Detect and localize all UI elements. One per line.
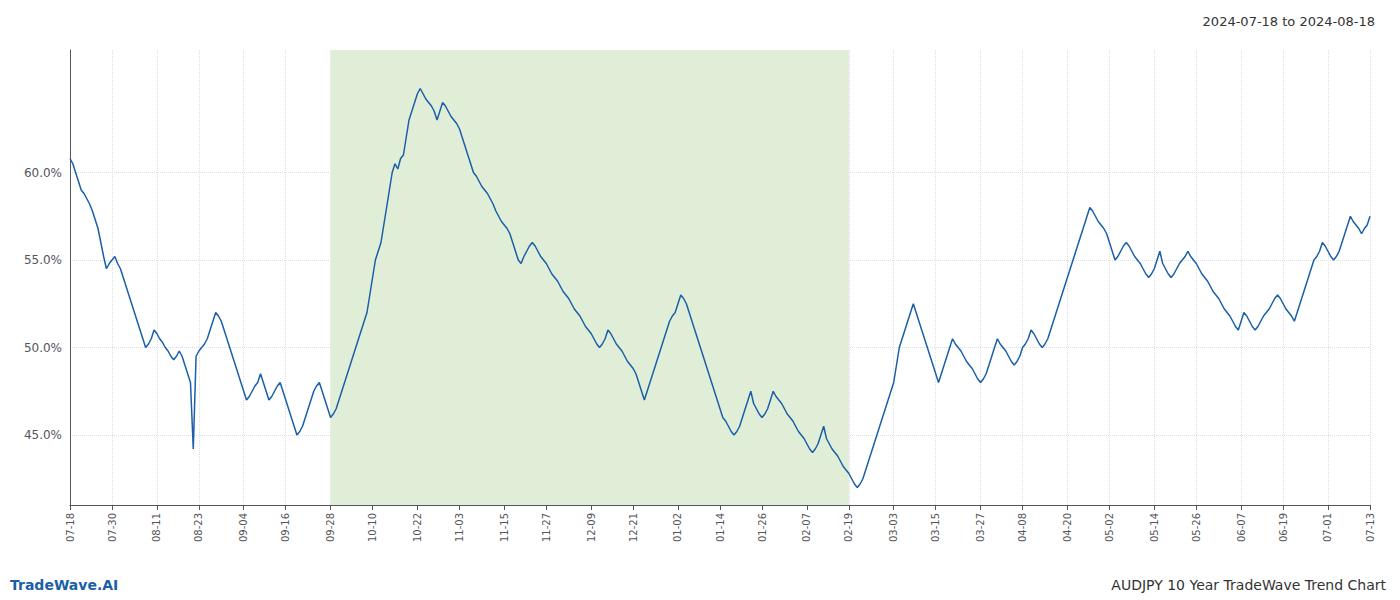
svg-text:07-13: 07-13 [1365, 513, 1376, 542]
svg-text:01-14: 01-14 [715, 513, 726, 542]
svg-text:05-02: 05-02 [1104, 513, 1115, 542]
svg-text:TradeWave.AI: TradeWave.AI [10, 577, 118, 593]
svg-text:03-03: 03-03 [888, 513, 899, 542]
svg-text:09-04: 09-04 [238, 513, 249, 542]
svg-text:2024-07-18 to 2024-08-18: 2024-07-18 to 2024-08-18 [1203, 14, 1375, 29]
svg-text:11-03: 11-03 [454, 513, 465, 542]
svg-text:01-02: 01-02 [672, 513, 683, 542]
svg-text:07-30: 07-30 [107, 513, 118, 542]
svg-text:01-26: 01-26 [757, 513, 768, 542]
svg-text:03-15: 03-15 [930, 513, 941, 542]
svg-text:12-21: 12-21 [628, 513, 639, 542]
svg-text:09-28: 09-28 [325, 513, 336, 542]
svg-text:03-27: 03-27 [975, 513, 986, 542]
svg-text:10-10: 10-10 [367, 513, 378, 542]
svg-text:04-08: 04-08 [1017, 513, 1028, 542]
svg-text:07-01: 07-01 [1322, 513, 1333, 542]
svg-text:45.0%: 45.0% [24, 428, 62, 442]
svg-text:55.0%: 55.0% [24, 253, 62, 267]
svg-text:02-19: 02-19 [843, 513, 854, 542]
svg-text:AUDJPY 10 Year TradeWave Trend: AUDJPY 10 Year TradeWave Trend Chart [1111, 577, 1386, 593]
svg-text:60.0%: 60.0% [24, 166, 62, 180]
svg-text:05-26: 05-26 [1191, 513, 1202, 542]
svg-text:06-19: 06-19 [1278, 513, 1289, 542]
svg-text:11-27: 11-27 [541, 513, 552, 542]
svg-text:50.0%: 50.0% [24, 341, 62, 355]
svg-text:06-07: 06-07 [1236, 513, 1247, 542]
svg-text:05-14: 05-14 [1149, 513, 1160, 542]
svg-text:12-09: 12-09 [586, 513, 597, 542]
svg-text:08-23: 08-23 [193, 513, 204, 542]
svg-text:02-07: 02-07 [801, 513, 812, 542]
svg-text:10-22: 10-22 [412, 513, 423, 542]
svg-text:07-18: 07-18 [65, 513, 76, 542]
svg-text:08-11: 08-11 [151, 513, 162, 542]
svg-text:11-15: 11-15 [499, 513, 510, 542]
svg-text:09-16: 09-16 [280, 513, 291, 542]
svg-text:04-20: 04-20 [1062, 513, 1073, 542]
